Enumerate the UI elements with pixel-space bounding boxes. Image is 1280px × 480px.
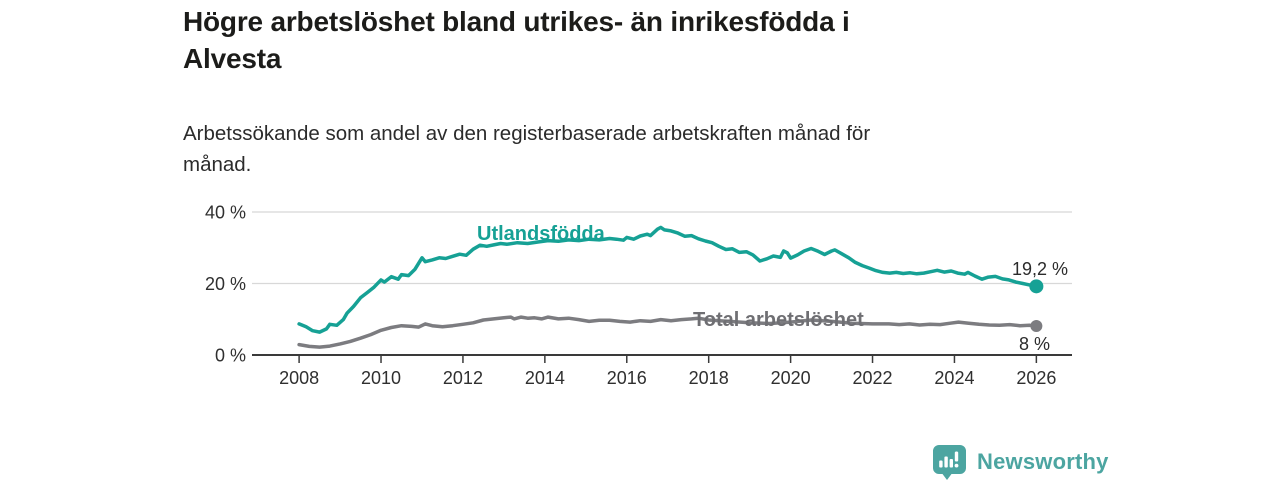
- x-axis-tick-label: 2010: [361, 368, 401, 388]
- x-axis-tick-label: 2016: [607, 368, 647, 388]
- series-label-total-arbetsloshet: Total arbetslöshet: [693, 309, 864, 331]
- y-axis-tick-label: 0 %: [215, 346, 246, 366]
- page-title-line-2: Alvesta: [183, 43, 282, 74]
- y-axis-tick-label: 20 %: [205, 274, 246, 294]
- series-end-dot-utlandsfodda: [1029, 279, 1044, 294]
- x-axis-tick-label: 2018: [689, 368, 729, 388]
- series-end-dot-total: [1030, 320, 1043, 333]
- newsworthy-logo-text: Newsworthy: [977, 448, 1109, 474]
- x-axis-tick-label: 2012: [443, 368, 483, 388]
- page-title-line-1: Högre arbetslöshet bland utrikes- än inr…: [183, 6, 850, 37]
- chart-subtitle-line-2: månad.: [183, 153, 252, 176]
- page-title: Högre arbetslöshet bland utrikes- än inr…: [183, 3, 1163, 77]
- x-axis-tick-label: 2024: [934, 368, 974, 388]
- chart-subtitle: Arbetssökande som andel av den registerb…: [183, 118, 1163, 180]
- chart-subtitle-line-1: Arbetssökande som andel av den registerb…: [183, 122, 871, 145]
- newsworthy-logo[interactable]: Newsworthy: [931, 443, 1109, 480]
- x-axis-tick-label: 2014: [525, 368, 565, 388]
- x-axis-tick-label: 2022: [853, 368, 893, 388]
- x-axis-tick-label: 2008: [279, 368, 319, 388]
- series-line-total: [297, 315, 1039, 349]
- x-axis-tick-label: 2026: [1016, 368, 1056, 388]
- end-value-label-total: 8 %: [1019, 334, 1051, 354]
- end-value-label-utlandsfodda: 19,2 %: [1012, 259, 1069, 279]
- newsworthy-barchart-speech-bubble-icon: [933, 445, 966, 480]
- x-axis-tick-label: 2020: [771, 368, 811, 388]
- y-axis-tick-label: 40 %: [205, 203, 246, 223]
- series-label-utlandsfodda: Utlandsfödda: [477, 223, 605, 245]
- series-line-utlandsfodda: [297, 225, 1039, 334]
